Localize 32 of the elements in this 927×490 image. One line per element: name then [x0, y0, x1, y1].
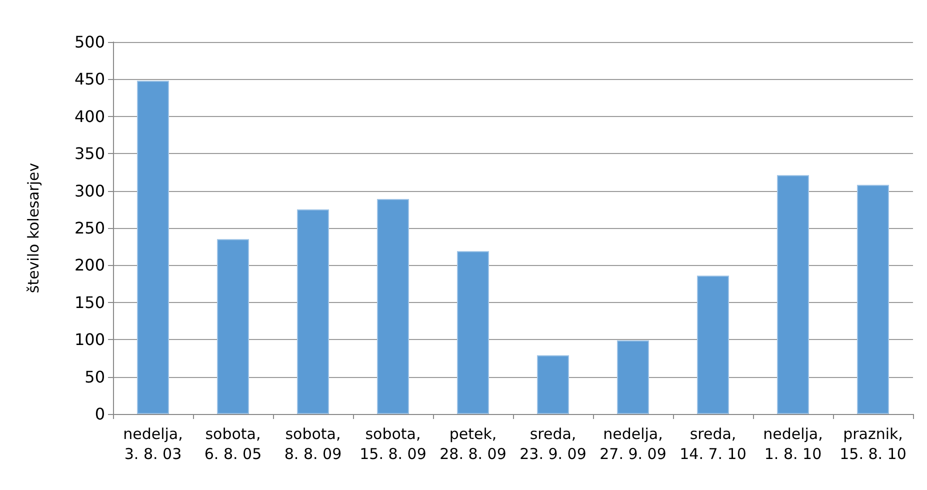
x-tick-label: sreda, 23. 9. 09: [520, 425, 586, 463]
x-tick-label: petek, 28. 8. 09: [440, 425, 506, 463]
y-tick-label: 200: [74, 256, 105, 275]
x-tick-label: sobota, 15. 8. 09: [360, 425, 426, 463]
y-tick-label: 50: [84, 367, 105, 386]
y-tick-label: 400: [74, 106, 105, 126]
x-tick-label: nedelja, 27. 9. 09: [600, 425, 666, 463]
y-axis-title: število kolesarjev: [24, 162, 42, 294]
y-tick-label: 150: [74, 292, 105, 312]
y-tick-label: 350: [74, 144, 105, 164]
bar: [217, 239, 249, 414]
bar: [617, 340, 649, 414]
bar: [137, 80, 169, 414]
bar: [857, 184, 889, 414]
y-tick-label: 450: [74, 70, 105, 89]
bar: [697, 276, 729, 414]
bar: [297, 209, 329, 414]
x-tick-label: sobota, 6. 8. 05: [204, 425, 262, 463]
bar: [537, 355, 569, 414]
y-tick-label: 100: [74, 330, 105, 350]
bar: [777, 175, 809, 414]
x-tick-label: sobota, 8. 8. 09: [284, 425, 342, 463]
y-tick-label: 0: [94, 404, 105, 424]
bar: [457, 251, 489, 414]
x-tick-label: nedelja, 1. 8. 10: [763, 425, 823, 463]
y-tick-label: 500: [74, 32, 105, 52]
bar: [377, 198, 409, 414]
x-tick-label: nedelja, 3. 8. 03: [123, 425, 183, 463]
y-tick-label: 250: [74, 218, 105, 238]
x-tick-label: sreda, 14. 7. 10: [680, 425, 746, 463]
y-tick-label: 300: [74, 181, 105, 200]
x-tick-label: praznik, 15. 8. 10: [840, 425, 906, 463]
